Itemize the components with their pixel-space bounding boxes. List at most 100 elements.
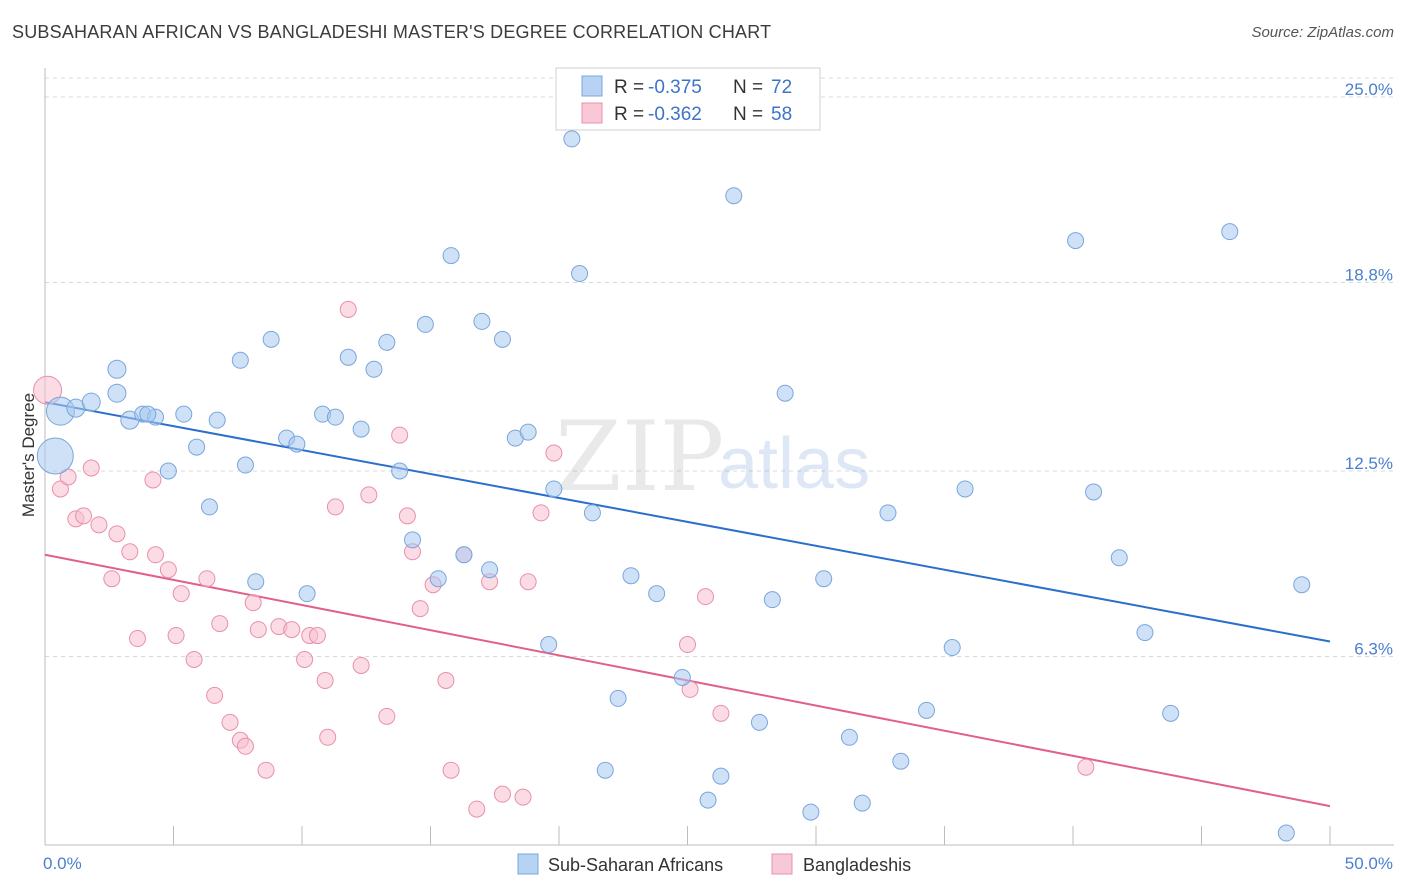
legend-bottom-swatch-pink	[771, 853, 793, 875]
pink-point	[545, 444, 563, 462]
blue-point	[262, 330, 280, 348]
blue-point	[1162, 704, 1180, 722]
pink-point	[167, 627, 185, 645]
pink-point	[352, 656, 370, 674]
pink-point	[198, 570, 216, 588]
tick-labels: 25.0% 18.8% 12.5% 6.3% 0.0% 50.0%	[43, 80, 1393, 873]
blue-point	[175, 405, 193, 423]
blue-point	[853, 794, 871, 812]
pink-point	[319, 728, 337, 746]
pink-point	[144, 471, 162, 489]
pink-point	[82, 459, 100, 477]
blue-point	[609, 689, 627, 707]
blue-point	[648, 585, 666, 603]
blue-point	[622, 567, 640, 585]
blue-point	[473, 312, 491, 330]
pink-point	[308, 627, 326, 645]
blue-point	[563, 130, 581, 148]
axes	[44, 68, 1394, 846]
blue-point	[763, 591, 781, 609]
pink-point	[391, 426, 409, 444]
blue-point	[1085, 483, 1103, 501]
blue-point	[442, 247, 460, 265]
blue-point	[750, 713, 768, 731]
blue-point	[378, 333, 396, 351]
blue-point	[200, 498, 218, 516]
source-label: Source: ZipAtlas.com	[1251, 24, 1394, 41]
blue-point	[236, 456, 254, 474]
blue-point	[802, 803, 820, 821]
pink-point	[514, 788, 532, 806]
pink-point	[296, 650, 314, 668]
watermark-atlas: atlas	[718, 424, 870, 504]
blue-point	[429, 570, 447, 588]
blue-point	[673, 668, 691, 686]
blue-point	[545, 480, 563, 498]
blue-point	[81, 392, 101, 412]
blue-point	[892, 752, 910, 770]
chart-title: SUBSAHARAN AFRICAN VS BANGLADESHI MASTER…	[12, 22, 772, 42]
legend-r-label-2: R =	[614, 104, 644, 125]
blue-point	[139, 405, 157, 423]
blue-point	[352, 420, 370, 438]
blue-point	[208, 411, 226, 429]
blue-point	[365, 360, 383, 378]
pink-point	[185, 650, 203, 668]
legend-n-value-2: 58	[771, 104, 792, 125]
pink-point	[206, 686, 224, 704]
legend-n-value-1: 72	[771, 77, 792, 98]
blue-point	[36, 437, 74, 475]
blue-point	[879, 504, 897, 522]
legend-r-value-1: -0.375	[648, 77, 702, 98]
blue-point	[455, 546, 473, 564]
pink-point	[244, 594, 262, 612]
blue-point	[493, 330, 511, 348]
pink-point	[1077, 758, 1095, 776]
watermark-zip: ZIP	[555, 401, 724, 513]
pink-point	[442, 761, 460, 779]
watermark: ZIP atlas	[555, 401, 870, 513]
blue-point	[298, 585, 316, 603]
blue-point	[943, 639, 961, 657]
blue-point	[1067, 232, 1085, 250]
legend-r-label-1: R =	[614, 77, 644, 98]
pink-point	[398, 507, 416, 525]
legend-bottom-swatch-blue	[517, 853, 539, 875]
legend-r-value-2: -0.362	[648, 104, 702, 125]
pink-point	[147, 546, 165, 564]
legend-top: R = -0.375 N = 72 R = -0.362 N = 58	[555, 67, 821, 131]
pink-point	[493, 785, 511, 803]
pink-point	[283, 621, 301, 639]
blue-point	[481, 561, 499, 579]
blue-point	[519, 423, 537, 441]
pink-point	[679, 636, 696, 654]
blue-point	[776, 384, 794, 402]
blue-point	[326, 408, 344, 426]
pink-point	[75, 507, 93, 525]
pink-point	[696, 588, 714, 606]
pink-point	[221, 713, 239, 731]
grid-lines	[45, 77, 1394, 658]
blue-point	[712, 767, 730, 785]
pink-point	[51, 480, 69, 498]
y-tick-label: 18.8%	[1345, 266, 1393, 285]
pink-point	[532, 504, 550, 522]
legend-swatch-pink	[581, 102, 603, 124]
legend-bottom-label-blue: Sub-Saharan Africans	[548, 855, 723, 875]
blue-point	[1110, 549, 1128, 567]
data-points	[33, 130, 1311, 842]
y-tick-label: 25.0%	[1345, 80, 1393, 99]
x-tick-label: 0.0%	[43, 854, 82, 873]
pink-point	[519, 573, 537, 591]
pink-point	[257, 761, 275, 779]
pink-point	[172, 585, 190, 603]
blue-point	[107, 359, 127, 379]
legend-swatch-blue	[581, 75, 603, 97]
blue-point	[404, 531, 422, 549]
pink-point	[249, 621, 267, 639]
blue-point	[107, 383, 127, 403]
pink-point	[121, 543, 139, 561]
blue-point	[1293, 576, 1311, 594]
blue-point	[699, 791, 717, 809]
